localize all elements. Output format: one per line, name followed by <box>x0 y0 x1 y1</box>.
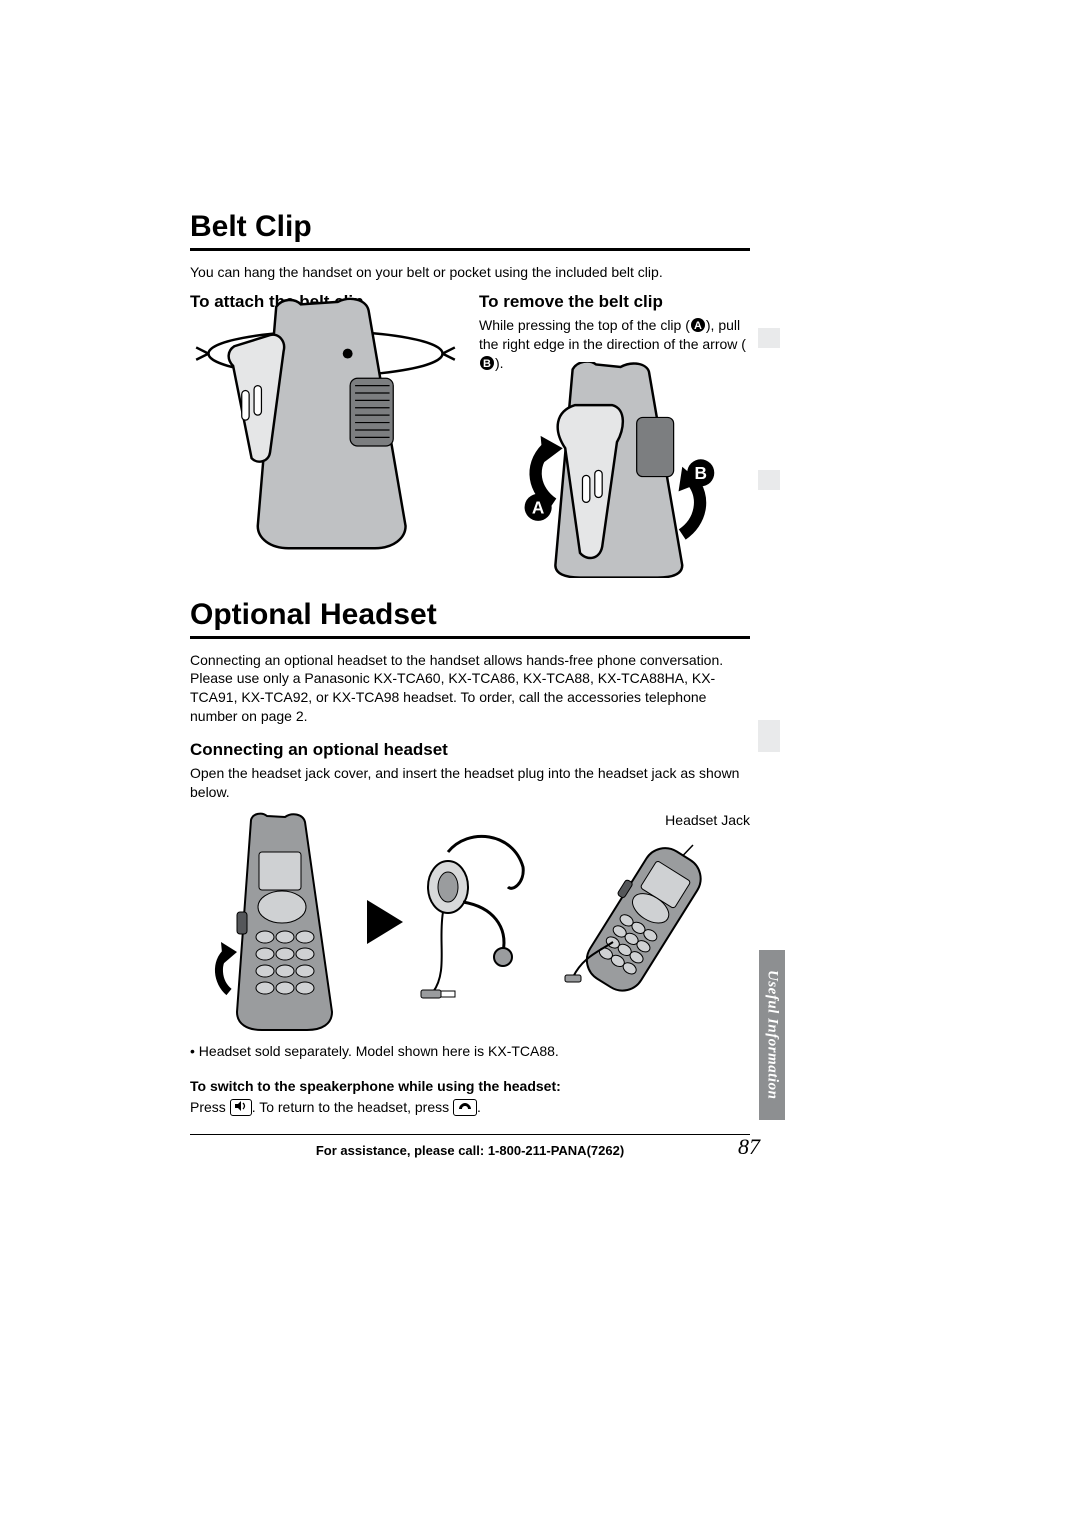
divider <box>190 248 750 251</box>
remove-illustration: A B <box>479 383 750 558</box>
connecting-text: Open the headset jack cover, and insert … <box>190 764 750 802</box>
text-part: Press <box>190 1099 230 1115</box>
svg-text:A: A <box>532 498 544 518</box>
side-tab: Useful Information <box>759 950 785 1120</box>
speaker-key-icon <box>230 1099 252 1116</box>
page-content: Belt Clip You can hang the handset on yo… <box>190 210 750 1118</box>
switch-instructions: To switch to the speakerphone while usin… <box>190 1076 750 1118</box>
switch-text: Press . To return to the headset, press … <box>190 1097 750 1118</box>
remove-title: To remove the belt clip <box>479 292 750 312</box>
belt-clip-intro: You can hang the handset on your belt or… <box>190 263 750 282</box>
headset-heading: Optional Headset <box>190 598 750 632</box>
page-number: 87 <box>738 1134 760 1160</box>
text-part: . <box>477 1099 481 1115</box>
text-part: . To return to the headset, press <box>252 1099 453 1115</box>
handset-front-illustration <box>207 812 357 1032</box>
connecting-subhead: Connecting an optional headset <box>190 740 750 760</box>
handset-remove-icon: A B <box>479 362 750 578</box>
divider <box>190 636 750 639</box>
arrow-icon <box>367 900 403 944</box>
remove-column: To remove the belt clip While pressing t… <box>479 292 750 558</box>
side-tab-label: Useful Information <box>764 970 781 1099</box>
headset-icon <box>413 832 553 1012</box>
handset-attach-icon <box>190 292 461 551</box>
svg-text:A: A <box>694 320 702 332</box>
circle-a-icon: A <box>690 317 706 333</box>
headset-intro: Connecting an optional headset to the ha… <box>190 651 750 727</box>
text-part: While pressing the top of the clip ( <box>479 317 690 333</box>
footer-assist: For assistance, please call: 1-800-211-P… <box>190 1134 750 1158</box>
headset-illustration-block: Headset Jack <box>190 812 750 1032</box>
headset-illustration <box>413 832 553 1012</box>
belt-clip-heading: Belt Clip <box>190 210 750 244</box>
talk-key-icon <box>453 1099 477 1116</box>
handset-angled-icon <box>563 837 733 1007</box>
headset-note: • Headset sold separately. Model shown h… <box>190 1042 750 1062</box>
belt-clip-columns: To attach the belt clip <box>190 292 750 558</box>
handset-angled-illustration <box>563 837 733 1007</box>
margin-mark <box>758 328 780 348</box>
attach-illustration <box>190 316 461 526</box>
attach-column: To attach the belt clip <box>190 292 461 558</box>
svg-text:B: B <box>694 463 706 483</box>
switch-title: To switch to the speakerphone while usin… <box>190 1076 750 1097</box>
margin-mark <box>758 732 780 752</box>
headset-jack-label: Headset Jack <box>665 812 750 828</box>
margin-mark <box>758 470 780 490</box>
handset-front-icon <box>207 812 357 1032</box>
